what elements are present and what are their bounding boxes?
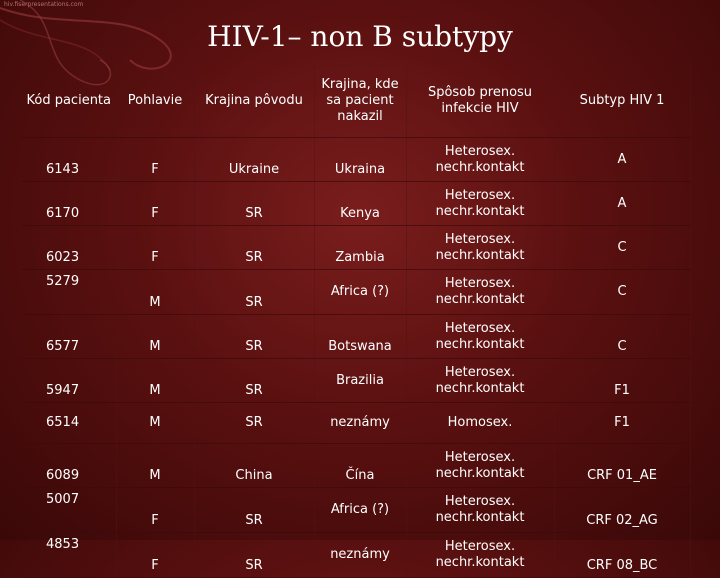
patient-code-cell: 6577 (22, 314, 117, 359)
table-row: 6514 M SR neznámy Homosex. F1 (22, 402, 691, 444)
subtype-cell: A (554, 137, 691, 182)
subtype-cell: C (554, 269, 691, 315)
infection-country-cell: Kenya (314, 181, 407, 226)
infection-country-cell: Africa (?) (314, 487, 407, 533)
patients-table: Kód pacienta Pohlavie Krajina pôvodu Kra… (22, 65, 691, 578)
sex-cell: M (116, 402, 195, 444)
header-infection-country: Krajina, kde sa pacient nakazil (314, 65, 407, 138)
table-row: 6170 F SR Kenya Heterosex. nechr.kontakt… (22, 181, 691, 226)
table-row: 5279 M SR Africa (?) Heterosex. nechr.ko… (22, 269, 691, 315)
sex-cell: F (116, 532, 195, 578)
infection-country-cell: Botswana (314, 314, 407, 359)
table-row: 6089 M China Čína Heterosex. nechr.konta… (22, 443, 691, 488)
table-row: 6577 M SR Botswana Heterosex. nechr.kont… (22, 314, 691, 359)
subtype-cell: CRF 02_AG (554, 487, 691, 533)
patient-code-cell: 4853 (22, 532, 117, 578)
transmission-cell: Heterosex. nechr.kontakt (406, 487, 555, 533)
sex-cell: F (116, 181, 195, 226)
table-header-row: Kód pacienta Pohlavie Krajina pôvodu Kra… (22, 65, 691, 138)
patient-code-cell: 5947 (22, 358, 117, 403)
patient-code-cell: 6514 (22, 402, 117, 444)
sex-cell: M (116, 269, 195, 315)
transmission-cell: Heterosex. nechr.kontakt (406, 532, 555, 578)
transmission-cell: Heterosex. nechr.kontakt (406, 358, 555, 403)
infection-country-cell: Africa (?) (314, 269, 407, 315)
infection-country-cell: Brazilia (314, 358, 407, 403)
transmission-cell: Heterosex. nechr.kontakt (406, 225, 555, 270)
header-transmission: Spôsob prenosu infekcie HIV (406, 65, 555, 138)
origin-cell: China (194, 443, 315, 488)
infection-country-cell: Čína (314, 443, 407, 488)
origin-cell: SR (194, 402, 315, 444)
table-row: 6143 F Ukraine Ukraina Heterosex. nechr.… (22, 137, 691, 182)
origin-cell: SR (194, 269, 315, 315)
sex-cell: M (116, 358, 195, 403)
subtype-cell: F1 (554, 358, 691, 403)
subtype-cell: C (554, 225, 691, 270)
sex-cell: F (116, 225, 195, 270)
sex-cell: F (116, 137, 195, 182)
infection-country-cell: neznámy (314, 402, 407, 444)
transmission-cell: Heterosex. nechr.kontakt (406, 181, 555, 226)
subtype-cell: A (554, 181, 691, 226)
origin-cell: SR (194, 532, 315, 578)
subtype-cell: C (554, 314, 691, 359)
infection-country-cell: Zambia (314, 225, 407, 270)
table-row: 5947 M SR Brazilia Heterosex. nechr.kont… (22, 358, 691, 403)
header-origin-country: Krajina pôvodu (194, 65, 315, 138)
infection-country-cell: Ukraina (314, 137, 407, 182)
patient-code-cell: 6170 (22, 181, 117, 226)
header-subtype: Subtyp HIV 1 (554, 65, 691, 138)
patient-code-cell: 6023 (22, 225, 117, 270)
header-patient-code: Kód pacienta (22, 65, 117, 138)
table-row: 4853 F SR neznámy Heterosex. nechr.konta… (22, 532, 691, 578)
origin-cell: SR (194, 225, 315, 270)
patient-code-cell: 6089 (22, 443, 117, 488)
origin-cell: SR (194, 487, 315, 533)
origin-cell: SR (194, 314, 315, 359)
origin-cell: SR (194, 358, 315, 403)
transmission-cell: Heterosex. nechr.kontakt (406, 137, 555, 182)
sex-cell: M (116, 443, 195, 488)
sex-cell: F (116, 487, 195, 533)
patient-code-cell: 5279 (22, 269, 117, 315)
transmission-cell: Heterosex. nechr.kontakt (406, 443, 555, 488)
patient-code-cell: 5007 (22, 487, 117, 533)
table-row: 5007 F SR Africa (?) Heterosex. nechr.ko… (22, 487, 691, 533)
origin-cell: SR (194, 181, 315, 226)
sex-cell: M (116, 314, 195, 359)
subtype-cell: F1 (554, 402, 691, 444)
table-row: 6023 F SR Zambia Heterosex. nechr.kontak… (22, 225, 691, 270)
header-sex: Pohlavie (116, 65, 195, 138)
watermark-text: hiv.fiserpresentations.com (4, 1, 84, 8)
transmission-cell: Heterosex. nechr.kontakt (406, 314, 555, 359)
subtype-cell: CRF 08_BC (554, 532, 691, 578)
transmission-cell: Heterosex. nechr.kontakt (406, 269, 555, 315)
infection-country-cell: neznámy (314, 532, 407, 578)
patient-code-cell: 6143 (22, 137, 117, 182)
page-title: HIV-1– non B subtypy (207, 20, 513, 53)
origin-cell: Ukraine (194, 137, 315, 182)
transmission-cell: Homosex. (406, 402, 555, 444)
subtype-cell: CRF 01_AE (554, 443, 691, 488)
